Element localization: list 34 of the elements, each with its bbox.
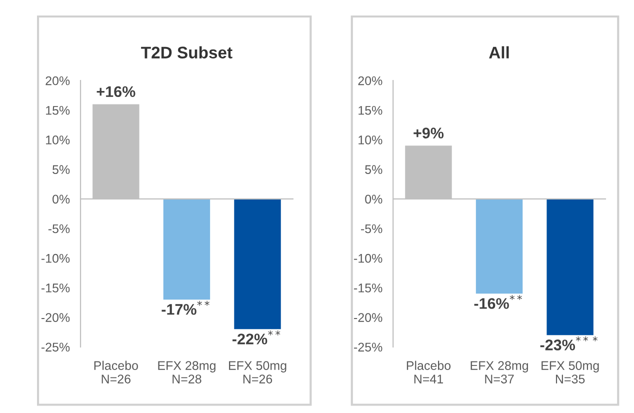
y-tick-label: 5%	[52, 165, 70, 174]
y-tick-label: -15%	[41, 284, 70, 292]
x-tick-label: EFX 50mg N=26	[229, 361, 286, 384]
y-tick-label: -5%	[360, 224, 382, 234]
x-tick-label: Placebo N=26	[94, 360, 138, 384]
y-tick-label: -20%	[41, 313, 70, 322]
y-tick-label: 20%	[46, 76, 70, 86]
y-tick-label: -25%	[354, 342, 382, 352]
chart-title: T2D Subset	[141, 46, 232, 58]
x-tick-label: Placebo N=41	[406, 360, 451, 384]
chart-title: All	[489, 46, 509, 58]
data-label: +16%	[96, 86, 136, 98]
y-tick-label: -10%	[41, 254, 70, 263]
y-tick-label: 5%	[365, 165, 382, 174]
data-label: -23%$^{***}$	[540, 336, 598, 350]
y-tick-label: 15%	[46, 106, 70, 115]
y-tick-label: -20%	[354, 313, 382, 322]
y-tick-label: 10%	[46, 136, 70, 144]
x-tick-label: EFX 50mg N=35	[542, 361, 599, 384]
y-tick-label: -5%	[48, 224, 70, 234]
y-tick-label: -15%	[354, 284, 382, 292]
data-label: -16%$^{**}$	[474, 294, 522, 309]
y-tick-label: 15%	[358, 106, 382, 115]
y-tick-label: 0%	[52, 194, 70, 204]
x-tick-label: EFX 28mg N=28	[158, 361, 216, 384]
data-label: -22%$^{**}$	[232, 330, 280, 344]
data-label: -17%$^{**}$	[162, 300, 210, 315]
y-tick-label: -25%	[41, 342, 70, 352]
y-tick-label: 20%	[358, 76, 382, 86]
y-tick-label: 0%	[365, 194, 382, 204]
data-label: +9%	[414, 128, 444, 138]
y-tick-label: 10%	[358, 136, 382, 144]
x-tick-label: EFX 28mg N=37	[470, 361, 528, 384]
y-tick-label: -10%	[354, 254, 382, 263]
